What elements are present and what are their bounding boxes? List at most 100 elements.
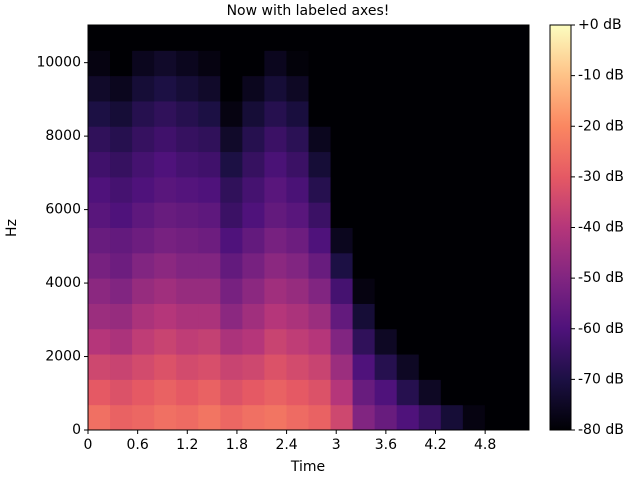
heatmap-cell [220,126,243,153]
heatmap-cell [154,202,177,228]
heatmap-cell [242,75,265,102]
heatmap-cell [308,75,332,102]
heatmap-cell [198,202,221,228]
heatmap-cell [242,328,265,355]
x-tick-label: 4.2 [424,437,446,453]
heatmap-cell [506,75,530,102]
heatmap-cell [440,25,464,51]
heatmap-cell [462,252,486,279]
heatmap-cell [110,100,133,127]
heatmap-cell [286,75,309,102]
heatmap-cell [154,404,177,431]
colorbar-tick-label: -40 dB [578,220,624,236]
heatmap-cell [308,252,332,279]
heatmap-cell [506,25,530,51]
heatmap-cell [286,176,309,203]
heatmap-cell [374,354,398,380]
heatmap-cell [440,126,464,153]
heatmap-cell [352,404,376,431]
heatmap-cell [396,202,420,228]
heatmap-cell [418,354,442,380]
heatmap-cell [396,278,420,304]
heatmap-cell [374,379,398,406]
heatmap-cell [88,404,111,431]
heatmap-cell [396,379,420,406]
heatmap-cell [154,126,177,153]
heatmap-cell [352,303,376,330]
heatmap-cell [88,75,111,102]
heatmap-cell [132,176,155,203]
heatmap-cell [242,379,265,406]
heatmap-cell [198,404,221,431]
heatmap-cell [374,176,398,203]
heatmap-cell [396,75,420,102]
heatmap-cell [242,126,265,153]
heatmap-cell [176,328,199,355]
heatmap-cell [220,50,243,77]
heatmap-cell [154,328,177,355]
colorbar-tick-label: -70 dB [578,371,624,387]
heatmap-cell [88,100,111,127]
heatmap-cell [154,278,177,304]
heatmap-cell [352,100,376,127]
heatmap-cell [462,126,486,153]
x-tick-label: 0.6 [127,437,149,453]
heatmap-cell [264,379,287,406]
heatmap-cell [264,25,287,51]
heatmap-cell [154,50,177,77]
heatmap-cell [484,75,508,102]
heatmap-cell [198,151,221,178]
x-tick-label: 0 [84,437,93,453]
heatmap-cell [176,50,199,77]
heatmap-cell [330,303,354,330]
heatmap-cell [220,328,243,355]
heatmap-cell [330,354,354,380]
heatmap-cell [506,176,530,203]
heatmap-cell [462,354,486,380]
heatmap-cell [176,227,199,254]
colorbar-tick-label: -30 dB [578,169,624,185]
heatmap-cell [374,278,398,304]
heatmap-cell [440,176,464,203]
heatmap-cell [308,328,332,355]
heatmap-cell [330,75,354,102]
heatmap-cell [242,278,265,304]
heatmap-cell [176,202,199,228]
heatmap-cell [330,100,354,127]
heatmap-cell [110,176,133,203]
heatmap-cell [308,100,332,127]
heatmap-cell [506,354,530,380]
heatmap-cell [176,404,199,431]
heatmap-cell [132,379,155,406]
heatmap-cell [506,100,530,127]
heatmap-cell [462,379,486,406]
heatmap-cell [396,303,420,330]
heatmap-cell [132,328,155,355]
heatmap-cell [484,176,508,203]
heatmap-cell [506,151,530,178]
heatmap-cell [110,404,133,431]
heatmap-cell [220,227,243,254]
heatmap-cell [110,202,133,228]
heatmap-cell [506,227,530,254]
heatmap-cell [198,379,221,406]
heatmap-cell [264,404,287,431]
heatmap-cell [506,202,530,228]
heatmap-cell [88,25,111,51]
heatmap-cell [242,100,265,127]
heatmap-cell [506,126,530,153]
heatmap-cell [484,227,508,254]
heatmap-cell [198,278,221,304]
heatmap-cell [154,151,177,178]
heatmap-cell [264,227,287,254]
x-tick-label: 3 [332,437,341,453]
heatmap-cell [484,354,508,380]
heatmap-cell [242,252,265,279]
heatmap-cell [440,303,464,330]
heatmap-cell [330,151,354,178]
heatmap-cell [462,176,486,203]
heatmap-cell [88,126,111,153]
heatmap-cell [484,278,508,304]
heatmap-cell [396,126,420,153]
heatmap-cell [132,227,155,254]
